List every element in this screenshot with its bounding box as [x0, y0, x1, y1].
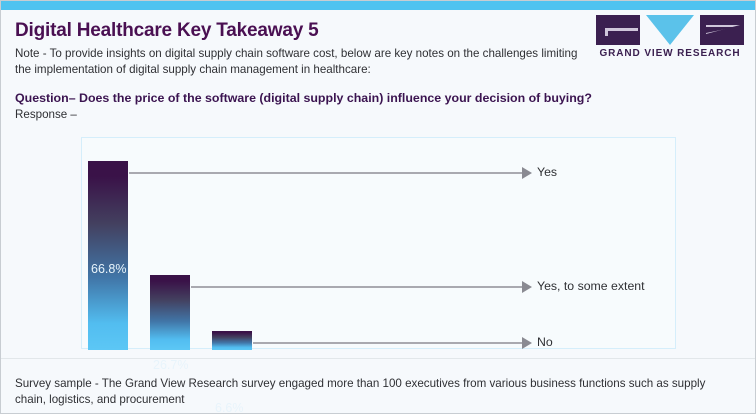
- logo-r-cut: [706, 27, 736, 33]
- logo-v-triangle-icon: [646, 15, 694, 45]
- bar-2: [150, 275, 190, 350]
- callout-label-2: Yes, to some extent: [537, 279, 645, 293]
- callout-arrow-icon-3: [522, 337, 532, 349]
- page-title: Digital Healthcare Key Takeaway 5: [15, 20, 319, 41]
- callout-label-1: Yes: [537, 165, 558, 179]
- response-label: Response –: [15, 108, 77, 121]
- top-accent-bar: [1, 1, 755, 10]
- bar-1: [88, 161, 128, 350]
- logo-g-stub: [605, 28, 608, 36]
- chart-panel: 66.8% Yes 26.7% Yes, to some extent 6.6% No: [81, 137, 676, 413]
- footer-divider: [1, 358, 755, 359]
- bar-3: [212, 331, 252, 350]
- brand-logo: GRAND VIEW RESEARCH: [596, 15, 744, 61]
- question-block: Question– Does the price of the software…: [15, 90, 735, 122]
- callout-arrow-icon-1: [522, 167, 532, 179]
- bar-chart: 66.8% Yes 26.7% Yes, to some extent 6.6% No: [82, 138, 755, 413]
- callout-line-2: [191, 286, 522, 288]
- logo-marks: [596, 15, 744, 45]
- callout-label-3: No: [537, 335, 553, 349]
- bar-value-label-1: 66.8%: [91, 262, 127, 276]
- question-text: Question– Does the price of the software…: [15, 91, 592, 105]
- bar-value-label-2: 26.7%: [153, 358, 189, 372]
- logo-g-bar: [605, 28, 638, 31]
- note-text: Note - To provide insights on digital su…: [15, 47, 578, 76]
- bar-value-label-3: 6.6%: [215, 401, 244, 414]
- callout-arrow-icon-2: [522, 281, 532, 293]
- logo-g-icon: [596, 15, 640, 45]
- footer-text: Survey sample - The Grand View Research …: [15, 376, 706, 406]
- callout-line-1: [129, 172, 522, 174]
- logo-r-icon: [700, 15, 744, 45]
- header: Digital Healthcare Key Takeaway 5 Note -…: [1, 10, 755, 88]
- logo-wordmark: GRAND VIEW RESEARCH: [599, 48, 741, 59]
- callout-line-3: [253, 342, 522, 344]
